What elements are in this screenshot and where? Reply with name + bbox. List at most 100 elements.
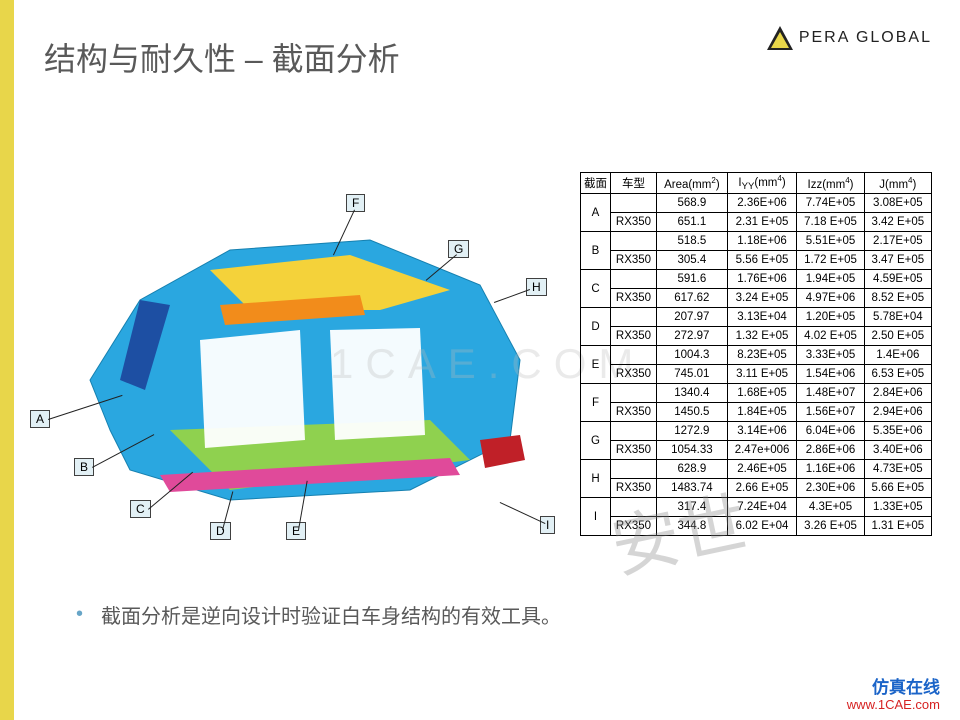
cell-model bbox=[611, 194, 657, 213]
th-j: J(mm4) bbox=[864, 173, 931, 194]
cell-izz: 7.74E+05 bbox=[797, 194, 864, 213]
cell-iyy: 2.31 E+05 bbox=[727, 213, 797, 232]
cell-izz: 1.56E+07 bbox=[797, 403, 864, 422]
cell-j: 4.73E+05 bbox=[864, 460, 931, 479]
table-row: E1004.38.23E+053.33E+051.4E+06 bbox=[581, 346, 932, 365]
cell-section: E bbox=[581, 346, 611, 384]
cell-izz: 7.18 E+05 bbox=[797, 213, 864, 232]
cell-j: 3.42 E+05 bbox=[864, 213, 931, 232]
cell-izz: 5.51E+05 bbox=[797, 232, 864, 251]
data-table: 截面 车型 Area(mm2) IYY(mm4) Izz(mm4) J(mm4)… bbox=[580, 172, 932, 536]
cell-model bbox=[611, 422, 657, 441]
cell-izz: 1.94E+05 bbox=[797, 270, 864, 289]
cell-iyy: 1.84E+05 bbox=[727, 403, 797, 422]
bullet-text: 截面分析是逆向设计时验证白车身结构的有效工具。 bbox=[101, 600, 561, 629]
cell-area: 1340.4 bbox=[657, 384, 728, 403]
th-section: 截面 bbox=[581, 173, 611, 194]
cell-j: 1.4E+06 bbox=[864, 346, 931, 365]
cell-j: 8.52 E+05 bbox=[864, 289, 931, 308]
cell-model: RX350 bbox=[611, 441, 657, 460]
cell-j: 1.31 E+05 bbox=[864, 517, 931, 536]
cell-model: RX350 bbox=[611, 403, 657, 422]
cell-izz: 4.3E+05 bbox=[797, 498, 864, 517]
cell-izz: 1.48E+07 bbox=[797, 384, 864, 403]
cell-iyy: 3.24 E+05 bbox=[727, 289, 797, 308]
bullet-icon: • bbox=[76, 600, 83, 628]
cell-area: 1450.5 bbox=[657, 403, 728, 422]
cell-section: I bbox=[581, 498, 611, 536]
table-row: RX350651.12.31 E+057.18 E+053.42 E+05 bbox=[581, 213, 932, 232]
table-row: F1340.41.68E+051.48E+072.84E+06 bbox=[581, 384, 932, 403]
cell-j: 2.94E+06 bbox=[864, 403, 931, 422]
page-title: 结构与耐久性 – 截面分析 bbox=[44, 34, 400, 80]
cell-area: 745.01 bbox=[657, 365, 728, 384]
cell-iyy: 2.66 E+05 bbox=[727, 479, 797, 498]
cell-iyy: 7.24E+04 bbox=[727, 498, 797, 517]
logo-triangle-icon bbox=[767, 26, 793, 50]
table-header-row: 截面 车型 Area(mm2) IYY(mm4) Izz(mm4) J(mm4) bbox=[581, 173, 932, 194]
cell-j: 6.53 E+05 bbox=[864, 365, 931, 384]
cell-model bbox=[611, 460, 657, 479]
table-row: I317.47.24E+044.3E+051.33E+05 bbox=[581, 498, 932, 517]
table-row: RX350617.623.24 E+054.97E+068.52 E+05 bbox=[581, 289, 932, 308]
footer: 仿真在线 www.1CAE.com bbox=[847, 679, 940, 712]
cell-section: B bbox=[581, 232, 611, 270]
callout-D: D bbox=[210, 522, 231, 540]
cell-iyy: 6.02 E+04 bbox=[727, 517, 797, 536]
cell-j: 5.66 E+05 bbox=[864, 479, 931, 498]
table-row: H628.92.46E+051.16E+064.73E+05 bbox=[581, 460, 932, 479]
cell-area: 518.5 bbox=[657, 232, 728, 251]
biw-diagram: A B C D E F G H I bbox=[30, 170, 570, 550]
cell-j: 2.17E+05 bbox=[864, 232, 931, 251]
cell-section: A bbox=[581, 194, 611, 232]
cell-area: 344.8 bbox=[657, 517, 728, 536]
cell-model: RX350 bbox=[611, 327, 657, 346]
cell-j: 2.50 E+05 bbox=[864, 327, 931, 346]
cell-model bbox=[611, 384, 657, 403]
cell-area: 651.1 bbox=[657, 213, 728, 232]
cell-izz: 4.97E+06 bbox=[797, 289, 864, 308]
cell-area: 1054.33 bbox=[657, 441, 728, 460]
footer-brand: 仿真在线 bbox=[847, 679, 940, 698]
cell-iyy: 1.68E+05 bbox=[727, 384, 797, 403]
cell-izz: 3.33E+05 bbox=[797, 346, 864, 365]
cell-iyy: 1.32 E+05 bbox=[727, 327, 797, 346]
cell-area: 591.6 bbox=[657, 270, 728, 289]
cell-model bbox=[611, 498, 657, 517]
section-table: 截面 车型 Area(mm2) IYY(mm4) Izz(mm4) J(mm4)… bbox=[580, 172, 932, 536]
callout-E: E bbox=[286, 522, 306, 540]
cell-izz: 6.04E+06 bbox=[797, 422, 864, 441]
callout-G: G bbox=[448, 240, 469, 258]
cell-iyy: 3.14E+06 bbox=[727, 422, 797, 441]
table-row: A568.92.36E+067.74E+053.08E+05 bbox=[581, 194, 932, 213]
cell-area: 1272.9 bbox=[657, 422, 728, 441]
cell-izz: 3.26 E+05 bbox=[797, 517, 864, 536]
accent-bar bbox=[0, 0, 14, 720]
callout-I: I bbox=[540, 516, 555, 534]
cell-model: RX350 bbox=[611, 289, 657, 308]
table-row: RX350745.013.11 E+051.54E+066.53 E+05 bbox=[581, 365, 932, 384]
table-row: RX350305.45.56 E+051.72 E+053.47 E+05 bbox=[581, 251, 932, 270]
cell-area: 272.97 bbox=[657, 327, 728, 346]
logo-text: PERA GLOBAL bbox=[799, 29, 932, 47]
callout-F: F bbox=[346, 194, 365, 212]
cell-section: H bbox=[581, 460, 611, 498]
cell-area: 1483.74 bbox=[657, 479, 728, 498]
th-iyy: IYY(mm4) bbox=[727, 173, 797, 194]
cell-area: 628.9 bbox=[657, 460, 728, 479]
cell-izz: 2.30E+06 bbox=[797, 479, 864, 498]
cell-izz: 4.02 E+05 bbox=[797, 327, 864, 346]
cell-j: 3.40E+06 bbox=[864, 441, 931, 460]
cell-j: 5.78E+04 bbox=[864, 308, 931, 327]
cell-model: RX350 bbox=[611, 479, 657, 498]
cell-model bbox=[611, 270, 657, 289]
cell-iyy: 1.76E+06 bbox=[727, 270, 797, 289]
table-row: G1272.93.14E+066.04E+065.35E+06 bbox=[581, 422, 932, 441]
table-row: RX3501054.332.47e+0062.86E+063.40E+06 bbox=[581, 441, 932, 460]
cell-model bbox=[611, 232, 657, 251]
cell-iyy: 3.13E+04 bbox=[727, 308, 797, 327]
biw-svg bbox=[30, 170, 570, 550]
cell-izz: 1.54E+06 bbox=[797, 365, 864, 384]
cell-iyy: 8.23E+05 bbox=[727, 346, 797, 365]
cell-j: 2.84E+06 bbox=[864, 384, 931, 403]
